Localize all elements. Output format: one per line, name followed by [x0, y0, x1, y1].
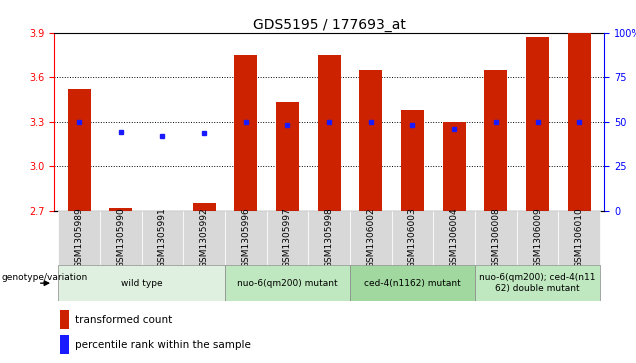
Text: GSM1306002: GSM1306002	[366, 207, 375, 268]
Text: wild type: wild type	[121, 279, 162, 287]
Bar	[60, 310, 69, 330]
Bar	[60, 335, 69, 354]
Bar	[350, 211, 392, 265]
Bar	[401, 110, 424, 211]
Bar	[568, 33, 591, 211]
Bar	[475, 265, 600, 301]
Bar	[234, 55, 257, 211]
Bar	[526, 37, 549, 211]
Text: GSM1306003: GSM1306003	[408, 207, 417, 268]
Text: genotype/variation: genotype/variation	[1, 273, 87, 282]
Text: GSM1306010: GSM1306010	[575, 207, 584, 268]
Text: GSM1305998: GSM1305998	[324, 207, 334, 268]
Text: GSM1305992: GSM1305992	[200, 207, 209, 268]
Bar	[225, 265, 350, 301]
Text: GSM1305991: GSM1305991	[158, 207, 167, 268]
Bar	[350, 265, 475, 301]
Text: nuo-6(qm200); ced-4(n11
62) double mutant: nuo-6(qm200); ced-4(n11 62) double mutan…	[480, 273, 596, 293]
Bar	[276, 102, 299, 211]
Bar	[359, 70, 382, 211]
Text: GSM1305997: GSM1305997	[283, 207, 292, 268]
Bar	[193, 203, 216, 211]
Bar	[59, 265, 225, 301]
Title: GDS5195 / 177693_at: GDS5195 / 177693_at	[252, 18, 406, 32]
Bar	[317, 55, 341, 211]
Bar	[109, 208, 132, 211]
Text: GSM1306008: GSM1306008	[492, 207, 501, 268]
Bar	[59, 211, 100, 265]
Bar	[558, 211, 600, 265]
Text: nuo-6(qm200) mutant: nuo-6(qm200) mutant	[237, 279, 338, 287]
Bar	[516, 211, 558, 265]
Bar	[142, 211, 183, 265]
Bar	[475, 211, 516, 265]
Bar	[443, 122, 466, 211]
Text: GSM1305989: GSM1305989	[74, 207, 83, 268]
Bar	[100, 211, 142, 265]
Bar	[308, 211, 350, 265]
Bar	[266, 211, 308, 265]
Bar	[225, 211, 266, 265]
Bar	[433, 211, 475, 265]
Bar	[485, 70, 508, 211]
Text: GSM1306004: GSM1306004	[450, 207, 459, 268]
Bar	[67, 89, 90, 211]
Text: GSM1305996: GSM1305996	[241, 207, 251, 268]
Bar	[183, 211, 225, 265]
Text: GSM1305990: GSM1305990	[116, 207, 125, 268]
Bar	[392, 211, 433, 265]
Text: transformed count: transformed count	[75, 315, 172, 325]
Text: ced-4(n1162) mutant: ced-4(n1162) mutant	[364, 279, 461, 287]
Text: GSM1306009: GSM1306009	[533, 207, 542, 268]
Text: percentile rank within the sample: percentile rank within the sample	[75, 340, 251, 350]
